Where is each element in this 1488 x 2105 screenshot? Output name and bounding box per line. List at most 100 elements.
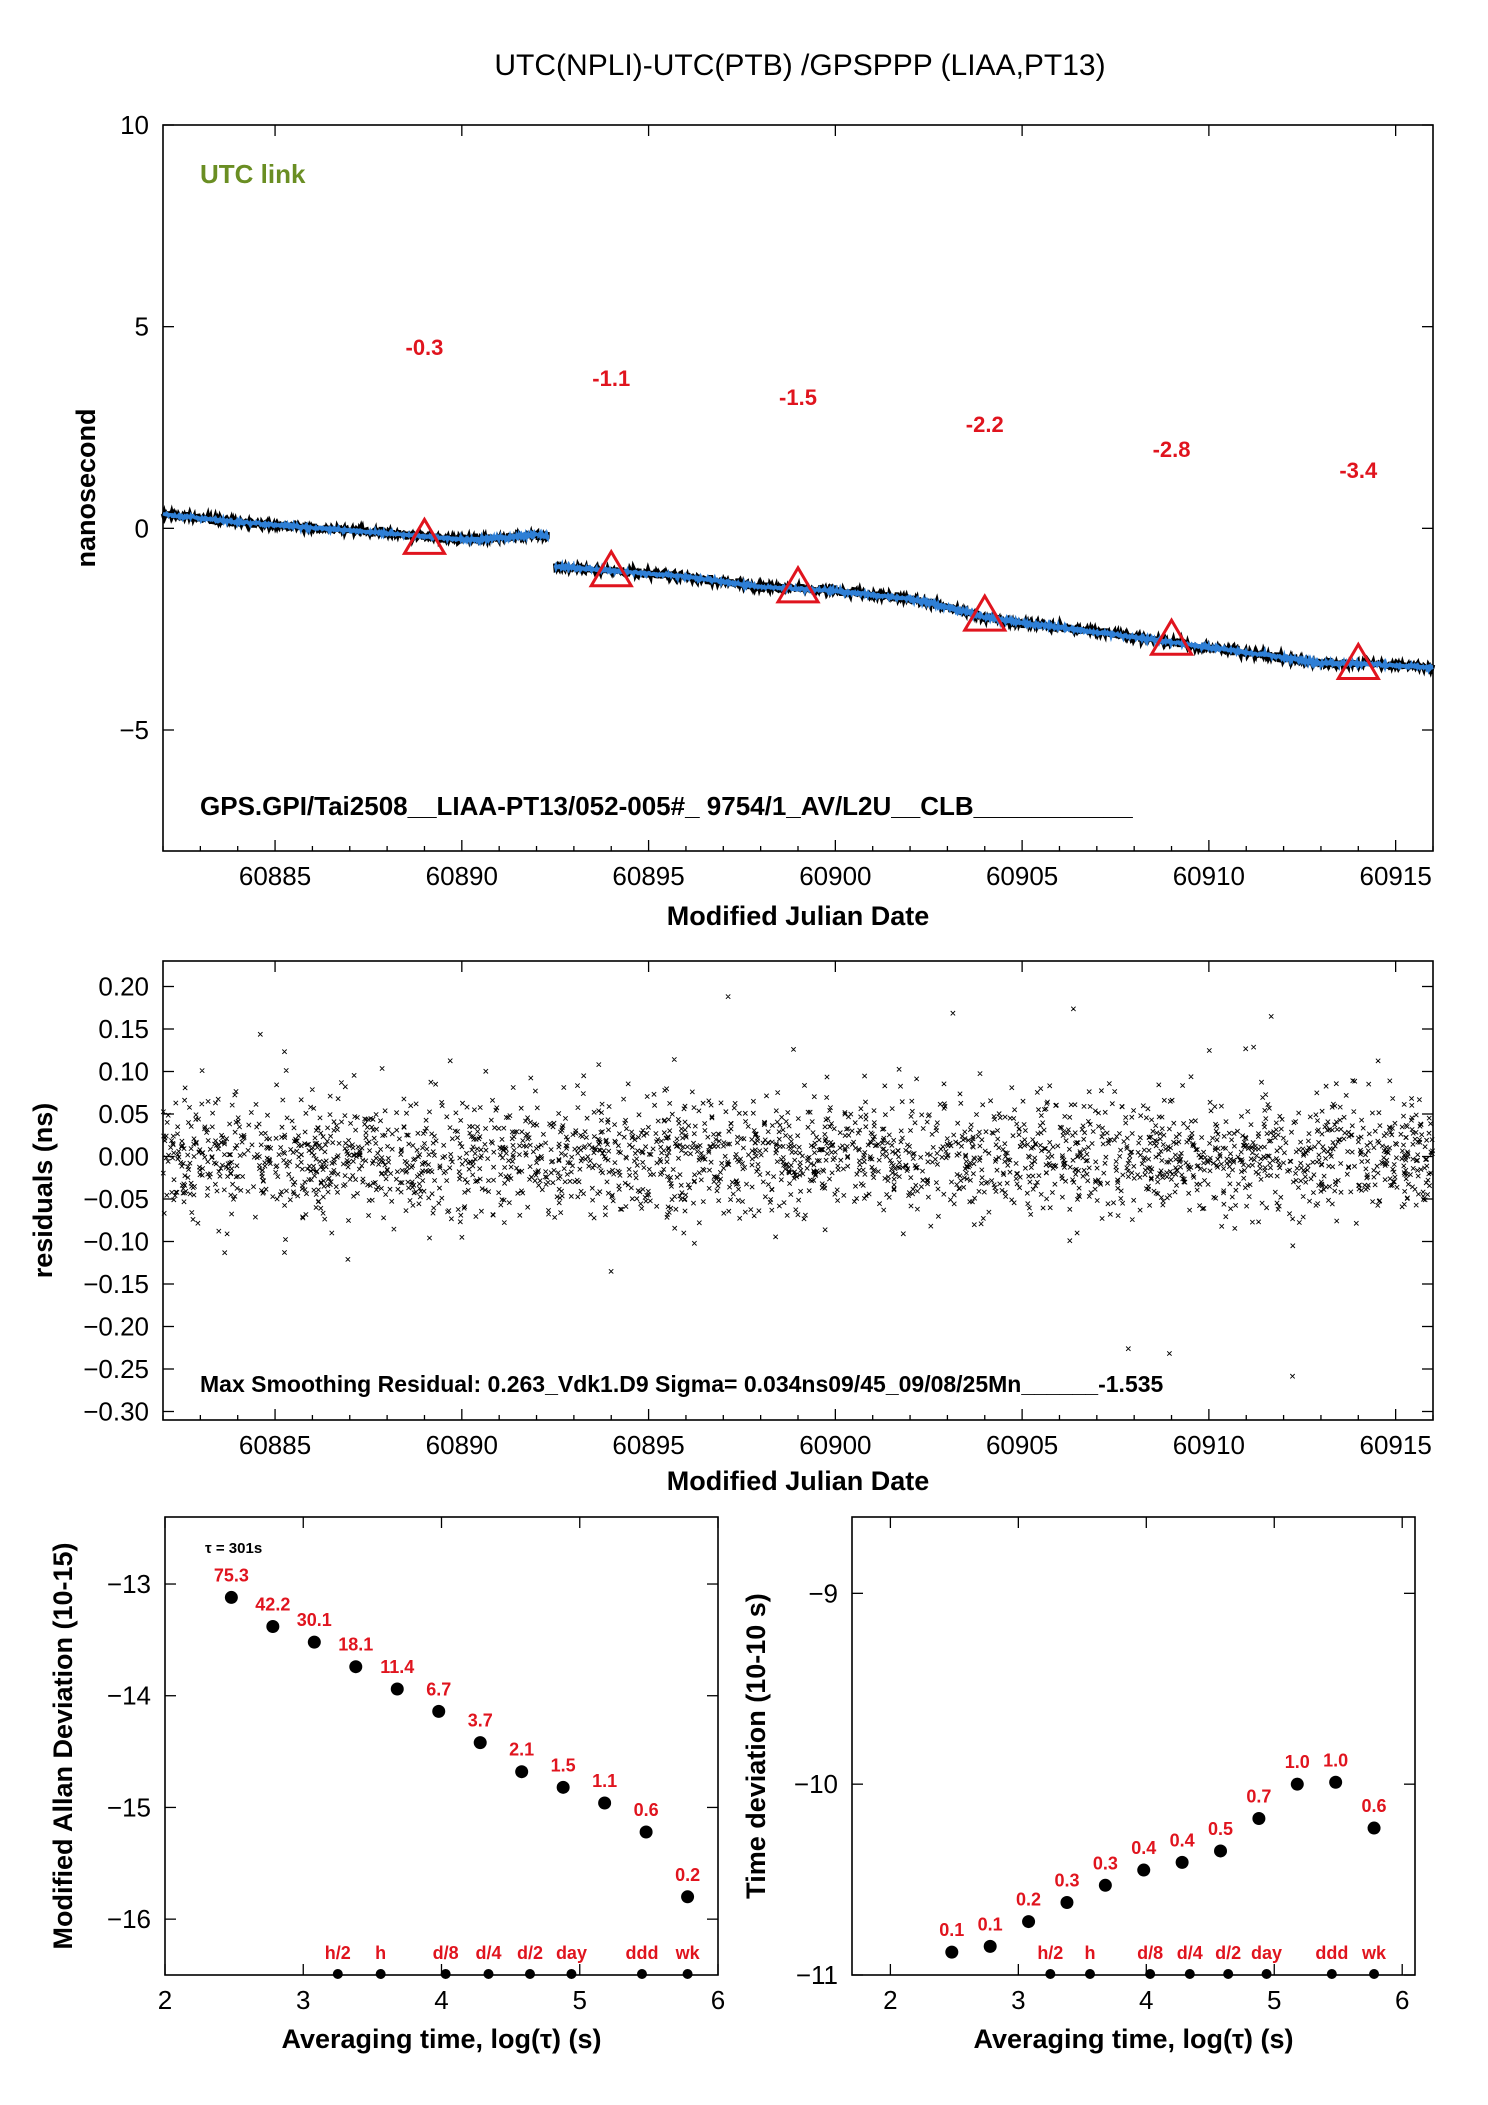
deviation-label: 0.4 xyxy=(1170,1830,1195,1850)
time-mark-label: ddd xyxy=(1315,1943,1348,1963)
time-mark-label: wk xyxy=(1361,1943,1387,1963)
triangle-marker xyxy=(1148,617,1195,656)
y-tick-label: −11 xyxy=(796,1960,838,1990)
y-tick-label: −0.25 xyxy=(83,1354,149,1384)
deviation-point xyxy=(1252,1812,1266,1826)
deviation-point xyxy=(390,1682,404,1696)
time-mark-label: d/8 xyxy=(433,1943,459,1963)
offset-annotation: -0.3 xyxy=(406,335,444,360)
time-mark-label: d/2 xyxy=(1215,1943,1241,1963)
time-mark-label: h/2 xyxy=(325,1943,351,1963)
deviation-label: 1.5 xyxy=(551,1755,576,1775)
x-tick-label: 60895 xyxy=(612,1430,684,1460)
deviation-label: 0.2 xyxy=(675,1865,700,1885)
tau-note: τ = 301s xyxy=(205,1540,262,1557)
tdev-panel: 2 3 4 5 6 −9 −10 −11 Averaging time, log(τ) (s) T… xyxy=(741,1516,1416,2054)
utc-link-label: UTC link xyxy=(200,159,306,189)
x-tick-label: 60900 xyxy=(799,1430,871,1460)
time-mark-label: h xyxy=(375,1943,386,1963)
y-tick-label: −10 xyxy=(794,1769,838,1799)
x-tick-label: 4 xyxy=(434,1985,448,2015)
triangle-marker xyxy=(588,548,634,588)
deviation-label: 0.7 xyxy=(1246,1787,1271,1807)
x-tick-label: 60905 xyxy=(986,1430,1058,1460)
y-axis-label: residuals (ns) xyxy=(28,1103,58,1279)
deviation-label: 0.4 xyxy=(1131,1838,1156,1858)
deviation-point xyxy=(307,1635,321,1649)
time-mark-point xyxy=(566,1969,577,1979)
time-mark-point xyxy=(1369,1969,1380,1979)
deviation-label: 0.3 xyxy=(1054,1870,1079,1890)
x-axis-label: Averaging time, log(τ) (s) xyxy=(281,2024,601,2054)
time-mark-point xyxy=(682,1969,693,1979)
figure-title: UTC(NPLI)-UTC(PTB) /GPSPPP (LIAA,PT13) xyxy=(494,49,1105,82)
deviation-label: 0.6 xyxy=(1362,1796,1387,1816)
time-mark-point xyxy=(524,1969,535,1979)
y-tick-label: 0 xyxy=(135,513,149,543)
offset-annotation: -2.2 xyxy=(966,412,1004,437)
x-tick-label: 6 xyxy=(711,1985,725,2015)
y-axis-label: nanosecond xyxy=(71,408,101,567)
y-tick-label: 0.20 xyxy=(98,972,149,1002)
time-mark-label: d/4 xyxy=(1177,1943,1203,1963)
y-tick-label: −13 xyxy=(107,1569,151,1599)
offset-panel: 60885 60890 60895 60900 60905 60910 60915 −5 0 5 1… xyxy=(71,110,1436,931)
time-mark-label: ddd xyxy=(625,1943,658,1963)
plot-frame xyxy=(164,1516,719,1976)
triangle-marker xyxy=(401,516,448,555)
time-mark-point xyxy=(1223,1969,1234,1979)
deviation-label: 0.1 xyxy=(939,1920,964,1940)
deviation-point xyxy=(349,1660,363,1674)
deviation-label: 1.0 xyxy=(1323,1750,1348,1770)
offset-annotation: -1.1 xyxy=(592,366,630,391)
x-tick-label: 60890 xyxy=(426,1430,498,1460)
x-tick-label: 60915 xyxy=(1359,1430,1431,1460)
x-tick-label: 2 xyxy=(883,1985,897,2015)
y-tick-label: 0.00 xyxy=(98,1142,149,1172)
y-tick-label: −0.15 xyxy=(83,1269,149,1299)
deviation-point xyxy=(1137,1863,1151,1877)
residuals-panel: 60885 60890 60895 60900 60905 60910 60915 0.20 0… xyxy=(28,960,1436,1496)
x-tick-label: 5 xyxy=(573,1985,587,2015)
y-tick-label: −0.30 xyxy=(83,1397,149,1427)
offset-annotation: -2.8 xyxy=(1153,437,1191,462)
deviation-label: 18.1 xyxy=(338,1635,373,1655)
x-tick-label: 4 xyxy=(1139,1985,1153,2015)
x-tick-label: 60905 xyxy=(986,861,1058,891)
x-tick-label: 60890 xyxy=(426,861,498,891)
time-mark-point xyxy=(440,1969,451,1979)
deviation-point xyxy=(224,1590,238,1604)
deviation-point xyxy=(1329,1775,1343,1789)
footer-label: GPS.GPI/Tai2508__LIAA-PT13/052-005#_ 975… xyxy=(200,791,1133,821)
offset-annotation: -1.5 xyxy=(779,385,817,410)
time-mark-label: d/2 xyxy=(517,1943,543,1963)
offset-annotation: -3.4 xyxy=(1339,458,1378,483)
x-tick-label: 5 xyxy=(1267,1985,1281,2015)
deviation-point xyxy=(1060,1895,1074,1909)
deviation-label: 6.7 xyxy=(426,1679,451,1699)
y-tick-label: 0.05 xyxy=(98,1099,149,1129)
triangle-marker xyxy=(775,564,821,604)
y-tick-label: 5 xyxy=(135,312,149,342)
deviation-point xyxy=(639,1825,653,1839)
mdev-panel: 2 3 4 5 6 −13 −14 −15 −16 Averaging time, log(τ) … xyxy=(48,1516,725,2054)
deviation-point xyxy=(681,1890,695,1904)
deviation-point xyxy=(556,1780,570,1794)
time-mark-point xyxy=(1145,1969,1156,1979)
deviation-point xyxy=(266,1619,280,1633)
deviation-label: 0.5 xyxy=(1208,1819,1233,1839)
plot-frame xyxy=(851,1516,1416,1976)
time-mark-label: h/2 xyxy=(1037,1943,1063,1963)
deviation-label: 30.1 xyxy=(297,1610,332,1630)
deviation-label: 0.2 xyxy=(1016,1890,1041,1910)
deviation-point xyxy=(1022,1915,1036,1929)
y-tick-label: −0.10 xyxy=(83,1227,149,1257)
y-tick-label: −15 xyxy=(107,1792,151,1822)
plot-frame xyxy=(162,124,1434,852)
y-tick-label: 0.10 xyxy=(98,1057,149,1087)
x-axis-label: Modified Julian Date xyxy=(667,901,930,931)
time-mark-point xyxy=(332,1969,343,1979)
deviation-point xyxy=(515,1765,529,1779)
deviation-label: 11.4 xyxy=(380,1657,414,1677)
